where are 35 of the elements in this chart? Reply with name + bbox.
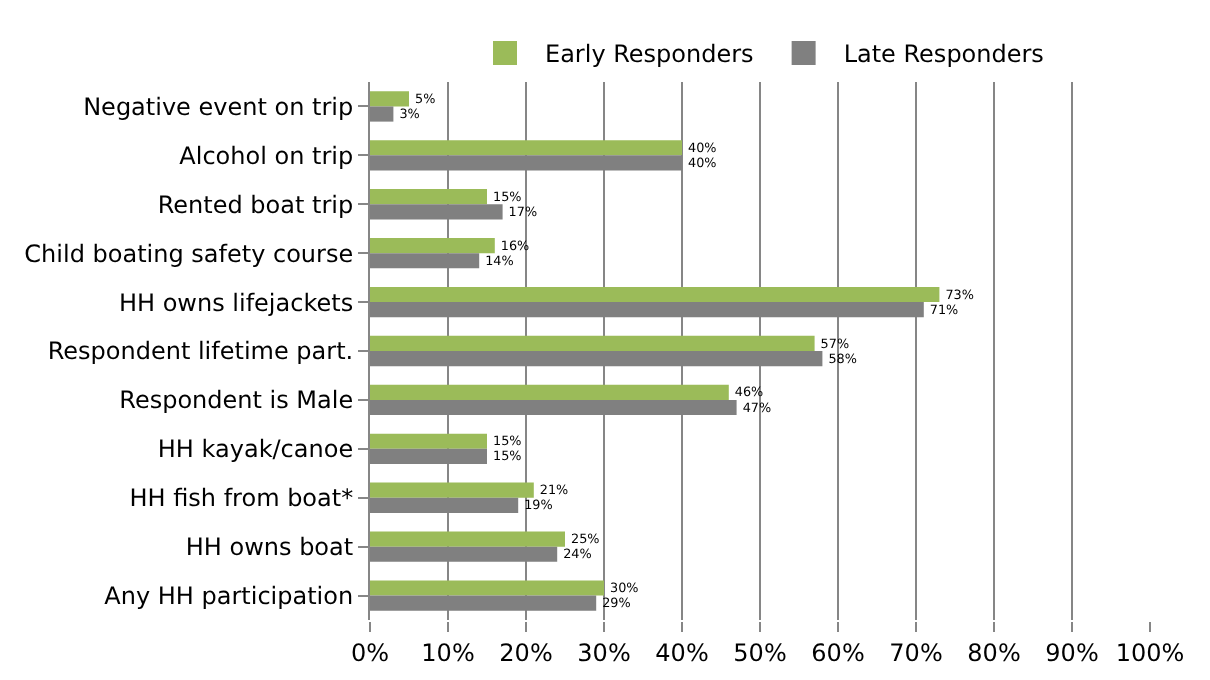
- bar: [370, 335, 815, 351]
- y-tick-label: HH fish from boat*: [129, 484, 354, 513]
- bar: [370, 189, 487, 205]
- legend-label: Early Responders: [545, 40, 754, 69]
- x-tick-label: 100%: [1115, 638, 1185, 667]
- x-tick-label: 40%: [655, 638, 709, 667]
- x-tick-label: 90%: [1045, 638, 1099, 667]
- x-tick-label: 60%: [811, 638, 865, 667]
- x-tick-label: 50%: [733, 638, 787, 667]
- bar: [370, 580, 604, 596]
- y-tick-label: HH owns lifejackets: [118, 288, 354, 317]
- y-tick-label: Rented boat trip: [157, 190, 354, 219]
- y-tick-label: Any HH participation: [104, 581, 354, 610]
- y-tick-label: Respondent lifetime part.: [47, 337, 354, 366]
- bar: [370, 286, 940, 303]
- y-tick-label: Alcohol on trip: [179, 141, 354, 170]
- bar: [370, 140, 682, 156]
- y-tick-label: HH kayak/canoe: [157, 435, 354, 464]
- bar: [370, 91, 409, 107]
- x-tick-label: 30%: [577, 638, 631, 667]
- x-tick-label: 0%: [350, 638, 390, 667]
- bar: [370, 238, 495, 254]
- x-tick-label: 20%: [499, 638, 553, 667]
- bar: [370, 482, 534, 498]
- x-tick-label: 80%: [967, 638, 1021, 667]
- y-tick-label: HH owns boat: [185, 533, 354, 562]
- bar: [370, 433, 487, 449]
- bar: [370, 384, 729, 400]
- x-tick-label: 10%: [421, 638, 475, 667]
- x-tick-label: 70%: [889, 638, 943, 667]
- bar: [370, 531, 565, 547]
- y-tick-label: Negative event on trip: [83, 92, 354, 121]
- y-tick-label: Child boating safety course: [24, 239, 354, 268]
- legend-label: Late Responders: [843, 40, 1044, 69]
- y-tick-label: Respondent is Male: [119, 386, 354, 415]
